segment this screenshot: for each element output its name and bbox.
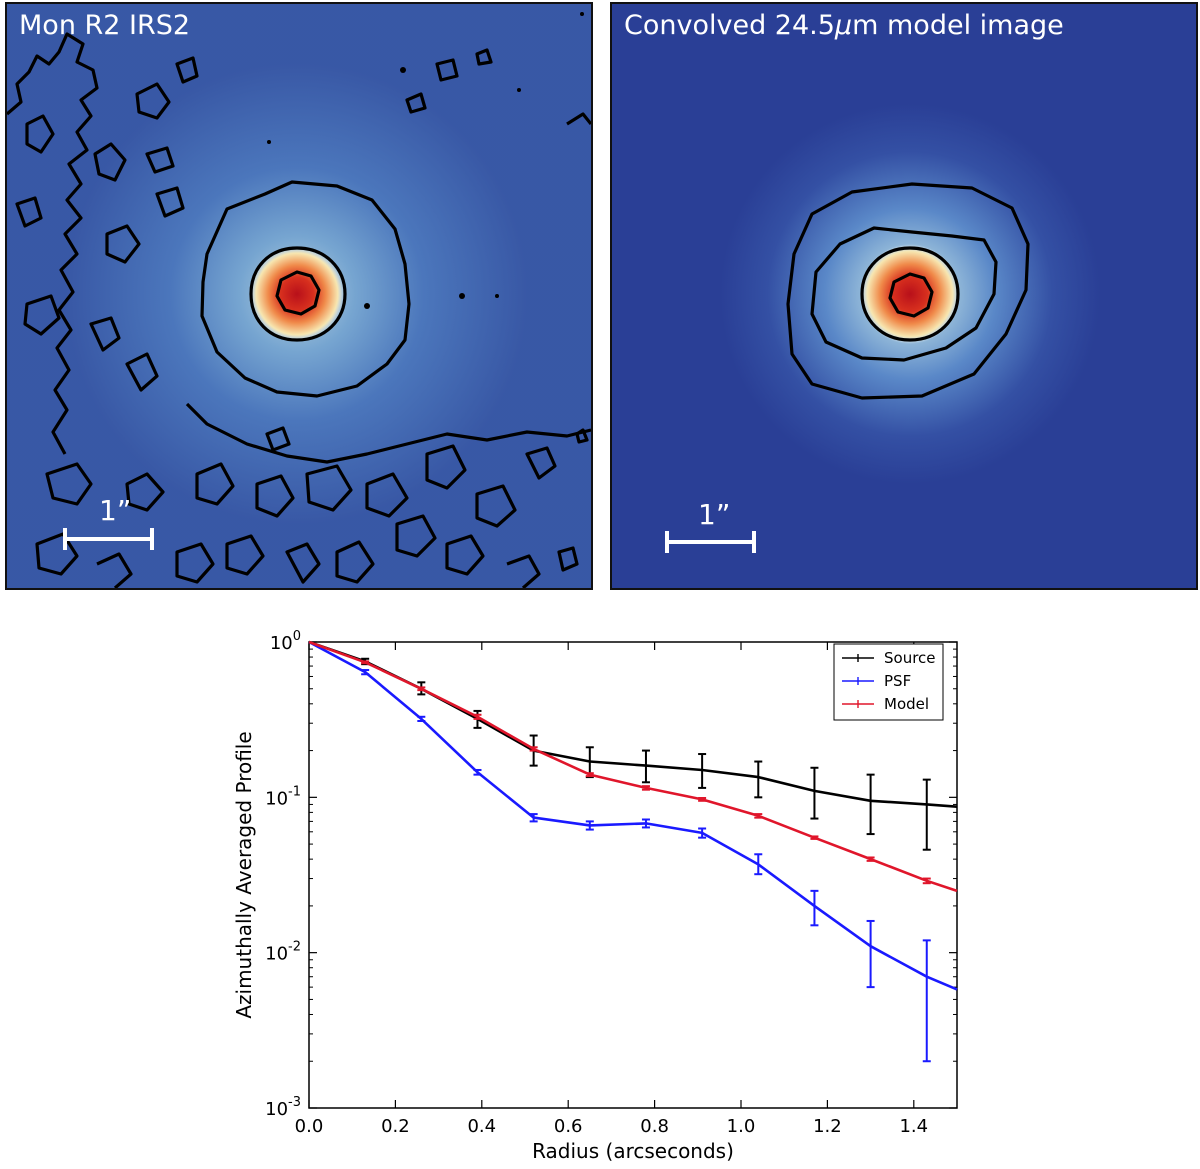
panel-title: Mon R2 IRS2: [19, 10, 191, 41]
scale-bar-label: 1”: [99, 494, 132, 527]
contour-dots: [267, 12, 584, 309]
x-axis-label: Radius (arcseconds): [532, 1139, 734, 1163]
observed-image: [7, 4, 591, 588]
bright-core: [249, 246, 345, 342]
series-model: [308, 640, 958, 893]
x-tick-label: 0.2: [381, 1116, 410, 1137]
scale-bar: [63, 528, 154, 550]
scale-bar: [665, 531, 756, 553]
contours: [7, 32, 591, 588]
series-psf: [308, 640, 958, 1063]
legend-label-model: Model: [884, 695, 929, 713]
x-tick-label: 0.6: [554, 1116, 583, 1137]
x-tick-label: 0.4: [467, 1116, 496, 1137]
y-tick-label: 100: [270, 629, 301, 654]
x-tick-label: 1.0: [727, 1116, 756, 1137]
image-panel-model: Convolved 24.5μm model image 1”: [610, 2, 1198, 590]
scale-bar-label: 1”: [698, 498, 731, 531]
model-image: [612, 4, 1196, 588]
x-tick-label: 1.2: [813, 1116, 842, 1137]
legend-label-source: Source: [884, 649, 936, 667]
radial-profile-chart: 100 10-1 10-2 10-3 0.0 0.2 0.4 0.6 0.8 1.0 1.2 1.4 R…: [0, 600, 1200, 1165]
legend-box: [833, 643, 944, 721]
legend-label-psf: PSF: [884, 672, 911, 690]
x-tick-label: 1.4: [899, 1116, 928, 1137]
contours: [786, 182, 1030, 400]
panel-title: Convolved 24.5μm model image: [624, 10, 1064, 41]
bright-core: [860, 244, 960, 344]
image-panel-mon-r2-irs2: Mon R2 IRS2 1”: [5, 2, 593, 590]
y-axis-label: Azimuthally Averaged Profile: [232, 731, 256, 1018]
y-tick-label: 10-2: [265, 940, 301, 965]
y-tick-label: 10-3: [265, 1095, 301, 1120]
x-tick-label: 0.8: [640, 1116, 669, 1137]
profile-plot: 100 10-1 10-2 10-30.0 0.2 0.4 0.6 0.8 1.0 1.2 1.4 R…: [232, 629, 958, 1163]
x-tick-label: 0.0: [295, 1116, 324, 1137]
y-tick-label: 10-1: [265, 784, 301, 809]
